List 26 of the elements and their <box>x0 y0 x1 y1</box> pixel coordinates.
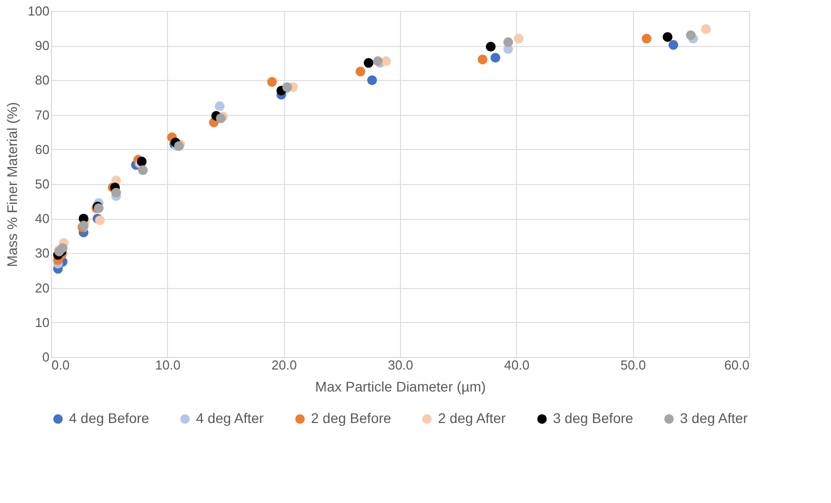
y-tick-label: 80 <box>35 72 50 88</box>
y-tick-label: 60 <box>35 142 50 157</box>
y-tick-label: 90 <box>35 38 50 54</box>
y-tick-label: 50 <box>35 176 50 192</box>
x-tick-label: 20.0 <box>272 358 297 372</box>
x-tick-label: 0.0 <box>52 358 70 372</box>
y-tick-label: 0 <box>42 350 50 364</box>
y-tick-label: 70 <box>35 107 50 122</box>
y-tick-label: 30 <box>35 246 50 261</box>
legend-label: 4 deg After <box>196 410 264 426</box>
x-tick-label: 40.0 <box>504 358 530 372</box>
x-tick-label: 30.0 <box>388 358 414 372</box>
legend-label: 3 deg Before <box>553 410 634 426</box>
y-tick-label: 40 <box>35 211 50 226</box>
y-axis-title: Mass % Finer Material (%) <box>4 102 20 267</box>
x-tick-label: 10.0 <box>155 358 180 372</box>
legend-label: 2 deg Before <box>311 410 392 426</box>
y-tick-label: 10 <box>35 314 50 330</box>
x-axis-title: Max Particle Diameter (µm) <box>315 378 486 394</box>
legend-label: 2 deg After <box>438 410 506 426</box>
y-tick-label: 20 <box>35 280 50 296</box>
legend-label: 4 deg Before <box>69 410 150 426</box>
x-tick-label: 60.0 <box>724 358 750 372</box>
y-tick-label: 100 <box>28 4 50 18</box>
x-tick-label: 50.0 <box>620 358 646 372</box>
legend-label: 3 deg After <box>680 410 748 426</box>
